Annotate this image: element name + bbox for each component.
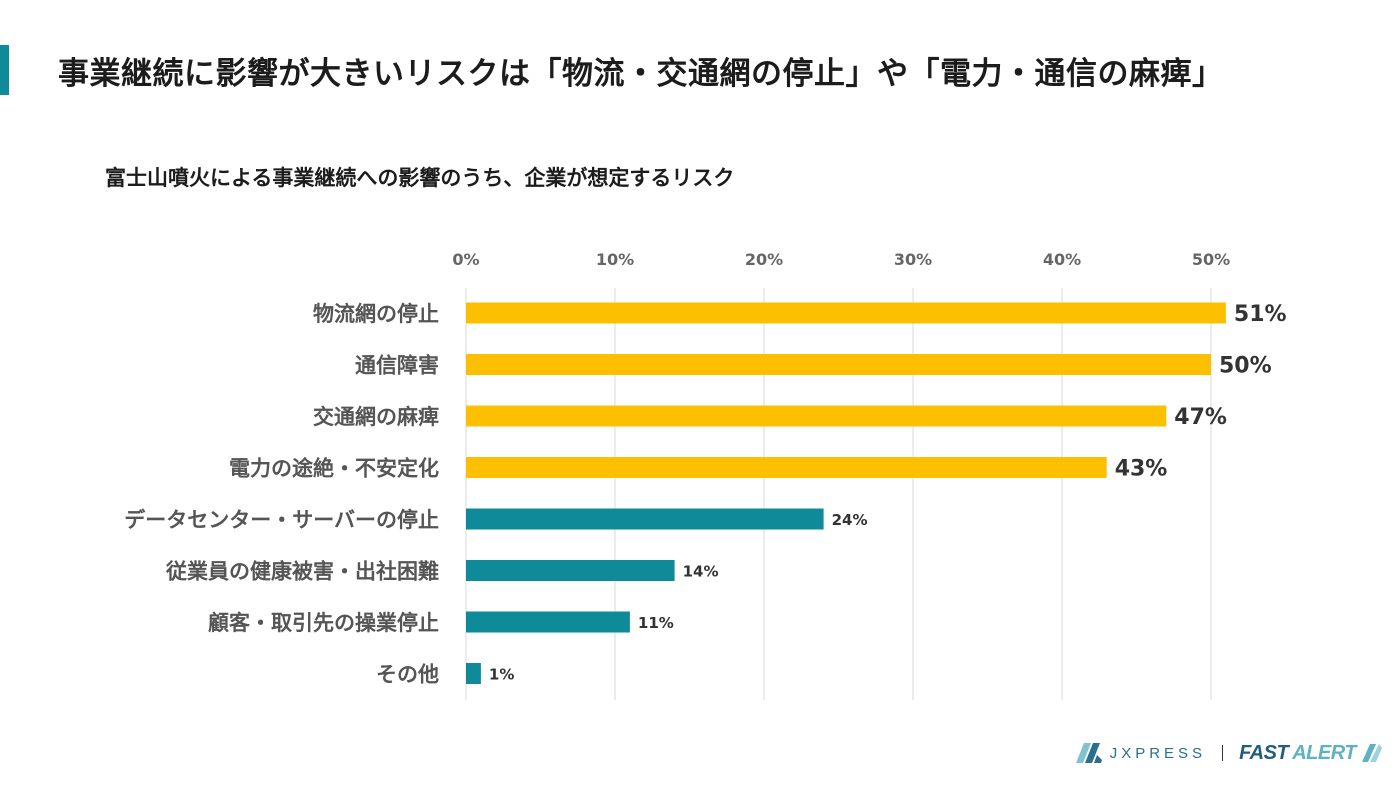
jxpress-logo: JXPRESS (1075, 743, 1207, 763)
value-label: 43% (1115, 457, 1168, 482)
category-label: 交通網の麻痺 (313, 405, 439, 429)
bar (466, 457, 1107, 478)
bar (466, 663, 481, 684)
chart-title: 富士山噴火による事業継続への影響のうち、企業が想定するリスク (105, 166, 735, 190)
x-tick-label: 50% (1192, 250, 1230, 269)
title-accent-bar (0, 45, 9, 95)
bar (466, 560, 675, 581)
fastalert-logo-fast: FAST (1239, 741, 1289, 764)
value-label: 14% (683, 563, 719, 581)
bar (466, 611, 630, 633)
bar (466, 302, 1226, 324)
category-label: 電力の途絶・不安定化 (229, 457, 439, 481)
value-label: 51% (1234, 302, 1287, 327)
bar (466, 354, 1211, 375)
x-tick-label: 20% (745, 250, 783, 269)
value-label: 11% (638, 614, 674, 632)
value-label: 24% (832, 511, 868, 529)
x-tick-label: 30% (894, 250, 932, 269)
x-tick-label: 40% (1043, 250, 1081, 269)
fastalert-logo-alert: ALERT (1292, 741, 1356, 764)
footer-logos: JXPRESS FAST ALERT (1075, 736, 1382, 770)
value-label: 47% (1174, 405, 1227, 430)
fastalert-slash-icon (1362, 744, 1382, 762)
category-label: 物流網の停止 (313, 302, 439, 326)
value-label: 1% (489, 666, 514, 684)
logo-separator (1222, 745, 1224, 761)
category-label: 従業員の健康被害・出社困難 (165, 560, 439, 584)
bar (466, 405, 1167, 427)
category-label: 顧客・取引先の操業停止 (208, 611, 439, 635)
value-label: 50% (1219, 354, 1272, 379)
bar (466, 508, 824, 530)
fastalert-logo: FAST ALERT (1239, 742, 1382, 765)
page-title: 事業継続に影響が大きいリスクは「物流・交通網の停止」や「電力・通信の麻痺」 (58, 56, 1224, 92)
jxpress-logo-text: JXPRESS (1109, 744, 1207, 762)
x-tick-label: 10% (596, 250, 634, 269)
category-label: 通信障害 (355, 354, 439, 378)
jxpress-logo-icon (1075, 743, 1102, 763)
category-label: データセンター・サーバーの停止 (124, 508, 439, 532)
category-label: その他 (376, 663, 439, 687)
x-tick-label: 0% (452, 250, 479, 269)
